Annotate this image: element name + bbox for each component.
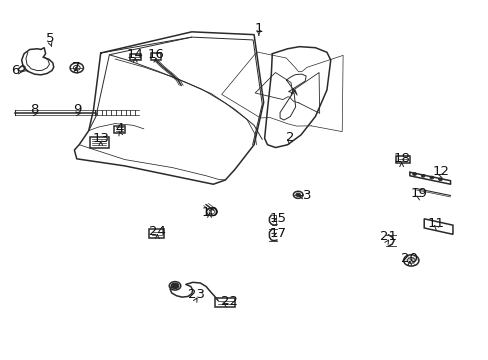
Text: 5: 5	[46, 32, 55, 45]
Text: 24: 24	[148, 225, 165, 238]
Text: 9: 9	[73, 103, 82, 116]
Text: 23: 23	[188, 288, 204, 301]
Text: 15: 15	[269, 212, 286, 225]
Text: 14: 14	[126, 48, 143, 61]
Circle shape	[412, 172, 416, 175]
Text: 7: 7	[71, 60, 80, 73]
Text: 21: 21	[379, 230, 396, 243]
Text: 4: 4	[116, 122, 124, 135]
Text: 2: 2	[285, 131, 294, 144]
Circle shape	[295, 193, 300, 197]
Text: 3: 3	[302, 189, 310, 202]
Text: 16: 16	[147, 48, 164, 61]
Text: 19: 19	[410, 187, 427, 200]
Text: 20: 20	[401, 252, 417, 265]
Text: 11: 11	[427, 217, 444, 230]
Text: 12: 12	[431, 165, 448, 178]
Circle shape	[429, 176, 433, 179]
Text: 18: 18	[392, 152, 409, 165]
Text: 17: 17	[269, 227, 286, 240]
Text: 13: 13	[92, 132, 109, 145]
Text: 22: 22	[220, 295, 237, 308]
Text: 6: 6	[11, 64, 20, 77]
Text: 1: 1	[254, 22, 263, 35]
Text: 10: 10	[201, 206, 218, 219]
Circle shape	[421, 174, 424, 177]
Circle shape	[171, 283, 179, 289]
Text: 8: 8	[30, 103, 39, 116]
Circle shape	[438, 178, 442, 181]
